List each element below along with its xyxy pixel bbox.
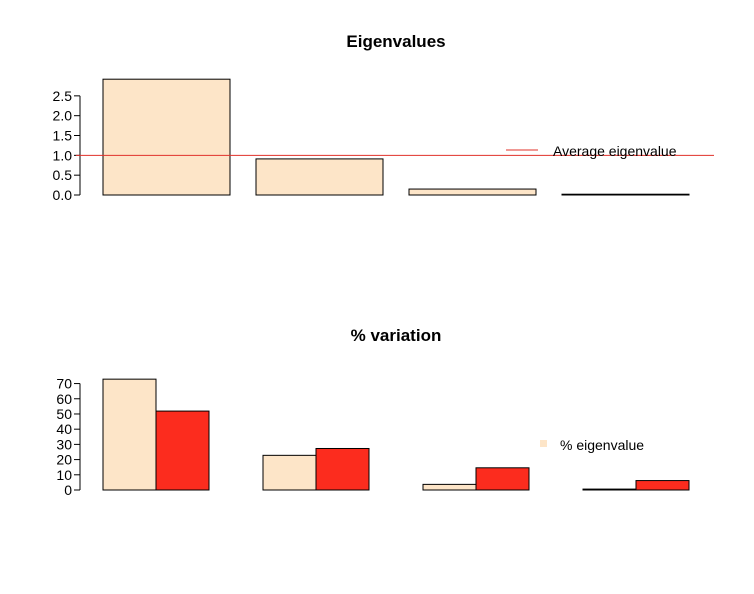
variation-title: % variation <box>351 326 442 345</box>
eigenvalue-bar-1 <box>102 78 231 196</box>
variation-bar-1-series-1 <box>102 378 157 491</box>
variation-bars <box>102 378 690 491</box>
y-tick-label: 50 <box>56 406 72 422</box>
eigenvalues-title: Eigenvalues <box>346 32 445 51</box>
variation-bar-2-series-1 <box>262 454 317 491</box>
variation-bar-4-series-2 <box>635 480 690 491</box>
eigenvalues-legend: Average eigenvalue <box>506 143 677 159</box>
y-tick-label: 40 <box>56 421 72 437</box>
y-tick-label: 0.5 <box>53 167 73 183</box>
eigenvalue-bar-3 <box>408 188 537 196</box>
eigenvalue-bar-2 <box>255 158 384 196</box>
variation-bar-3-series-1 <box>422 483 477 491</box>
eigenvalues-panel: Eigenvalues 0.0 0.5 1.0 1.5 2.0 2.5 Average e… <box>53 32 714 203</box>
legend-label-percent-eigenvalue: % eigenvalue <box>560 437 644 453</box>
legend-label-average-eigenvalue: Average eigenvalue <box>553 143 677 159</box>
variation-legend: % eigenvalue <box>540 437 644 453</box>
y-tick-label: 70 <box>56 376 72 392</box>
y-tick-label: 60 <box>56 391 72 407</box>
y-tick-label: 0 <box>64 482 72 498</box>
variation-bar-4-series-1 <box>582 488 637 491</box>
y-tick-label: 2.0 <box>53 108 73 124</box>
variation-bar-3-series-2 <box>475 467 530 491</box>
eigenvalues-y-axis: 0.0 0.5 1.0 1.5 2.0 2.5 <box>53 88 81 203</box>
eigenvalue-bar-4 <box>561 193 690 196</box>
variation-bar-1-series-2 <box>155 410 210 491</box>
y-tick-label: 2.5 <box>53 88 73 104</box>
variation-bar-2-series-2 <box>315 447 370 491</box>
y-tick-label: 30 <box>56 436 72 452</box>
y-tick-label: 10 <box>56 467 72 483</box>
y-tick-label: 20 <box>56 452 72 468</box>
eigenvalues-bars <box>102 78 690 196</box>
legend-square-swatch <box>540 440 547 447</box>
y-tick-label: 0.0 <box>53 187 73 203</box>
y-tick-label: 1.5 <box>53 128 73 144</box>
y-tick-label: 1.0 <box>53 147 73 163</box>
